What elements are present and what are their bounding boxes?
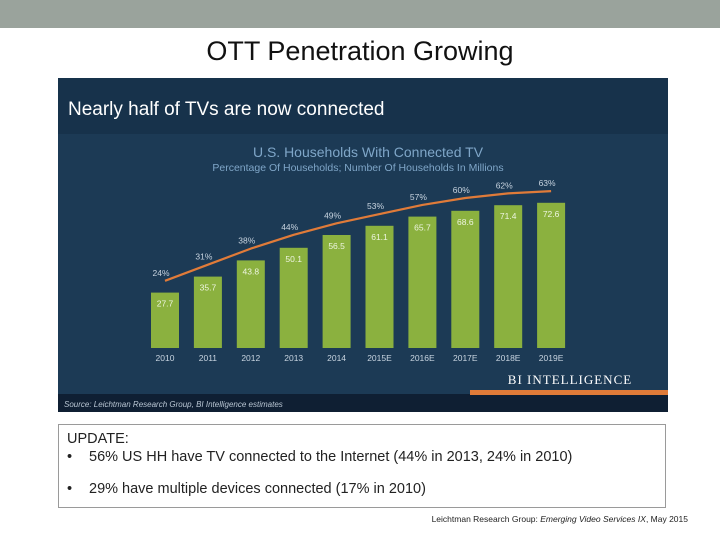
bar-value-label: 56.5 [328,241,345,251]
slide-title: OTT Penetration Growing [206,36,514,66]
source-bar [58,394,668,412]
x-tick-label: 2014 [327,353,346,363]
percent-label: 31% [195,252,212,262]
percent-label: 24% [152,268,169,278]
brand-logo: BI INTELLIGENCE [508,372,632,387]
percent-label: 62% [496,180,513,190]
citation-title: Emerging Video Services IX [540,514,646,524]
bar [193,276,222,348]
update-bullet-text: 56% US HH have TV connected to the Inter… [89,449,573,465]
x-tick-label: 2015E [367,353,392,363]
labels-layer: 27.7 2010 24% 35.7 2011 31% 43.8 2012 38% 50.1 201… [152,178,563,363]
bar-value-label: 61.1 [371,232,388,242]
update-bullet-text: 29% have multiple devices connected (17%… [89,481,426,497]
brand-accent-bar [470,390,668,395]
bar [322,235,351,348]
x-tick-label: 2011 [199,353,218,363]
connected-tv-chart-figure: Nearly half of TVs are now connected U.S… [58,78,668,412]
chart-banner: Nearly half of TVs are now connected [68,99,385,120]
bar [494,205,523,348]
bar-value-label: 27.7 [157,299,174,309]
bar [279,247,308,348]
percent-label: 63% [539,178,556,188]
bar-value-label: 65.7 [414,223,431,233]
bar [451,210,480,348]
bullet-dot: • [67,481,73,497]
trend-line-layer [164,190,552,282]
bar [537,202,566,348]
x-tick-label: 2017E [453,353,478,363]
x-tick-label: 2018E [496,353,521,363]
bar-value-label: 68.6 [457,217,474,227]
banner-background [58,78,668,134]
percent-label: 53% [367,201,384,211]
chart-svg: Nearly half of TVs are now connected U.S… [58,78,668,412]
bar-value-label: 50.1 [285,254,302,264]
source-note: Source: Leichtman Research Group, BI Int… [64,400,283,409]
percentage-trend-line [164,190,552,282]
x-tick-label: 2013 [284,353,303,363]
percent-label: 38% [238,236,255,246]
chart-subtitle: Percentage Of Households; Number Of Hous… [212,162,503,174]
bars-layer [151,202,566,348]
percent-label: 44% [281,222,298,232]
bar [365,225,394,348]
x-tick-label: 2010 [156,353,175,363]
chart-title: U.S. Households With Connected TV [253,144,484,160]
top-accent-bar [0,0,720,28]
bar [408,216,437,348]
bar-value-label: 43.8 [243,266,260,276]
bullet-dot: • [67,449,73,465]
percent-label: 57% [410,192,427,202]
bar [151,292,179,348]
x-tick-label: 2016E [410,353,435,363]
bar-value-label: 71.4 [500,211,517,221]
citation-suffix: , May 2015 [645,514,688,524]
percent-label: 60% [453,185,470,195]
bar-value-label: 72.6 [543,209,560,219]
source-citation: Leichtman Research Group: Emerging Video… [432,514,688,524]
percent-label: 49% [324,210,341,220]
update-heading: UPDATE: [67,431,129,447]
citation-prefix: Leichtman Research Group: [431,514,541,524]
bar-value-label: 35.7 [200,283,217,293]
update-bullet: • 56% US HH have TV connected to the Int… [67,449,657,465]
x-tick-label: 2019E [539,353,564,363]
update-bullet: • 29% have multiple devices connected (1… [67,481,657,497]
bar [236,260,265,348]
x-tick-label: 2012 [241,353,260,363]
update-box: UPDATE: • 56% US HH have TV connected to… [58,424,666,508]
